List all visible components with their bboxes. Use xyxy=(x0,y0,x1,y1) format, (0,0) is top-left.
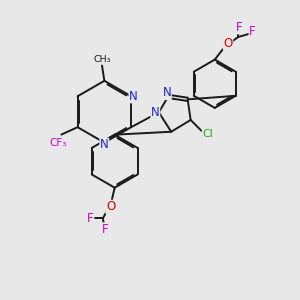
Text: F: F xyxy=(87,212,94,225)
Text: F: F xyxy=(102,223,109,236)
Text: Cl: Cl xyxy=(202,129,213,139)
Text: F: F xyxy=(236,21,242,34)
Text: N: N xyxy=(151,106,160,119)
Text: N: N xyxy=(162,86,171,99)
Text: O: O xyxy=(224,37,233,50)
Text: CF₃: CF₃ xyxy=(50,138,67,148)
Text: F: F xyxy=(249,25,256,38)
Text: N: N xyxy=(100,139,109,152)
Text: CH₃: CH₃ xyxy=(93,55,111,64)
Text: O: O xyxy=(106,200,115,213)
Text: N: N xyxy=(129,90,138,103)
